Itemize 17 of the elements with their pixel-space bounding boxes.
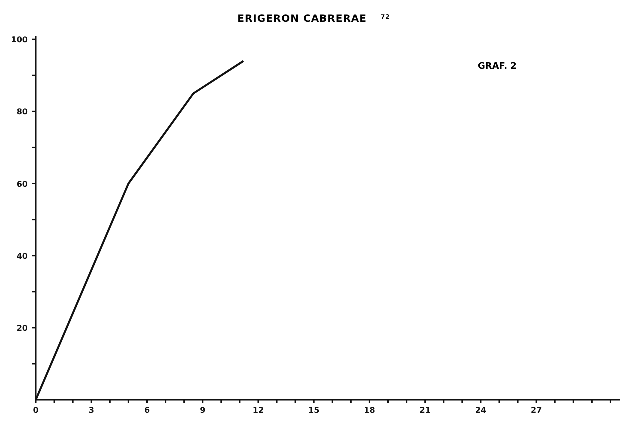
y-tick-label: 100 xyxy=(11,36,28,45)
x-tick-label: 6 xyxy=(144,406,150,415)
annotation: GRAF. 2 xyxy=(478,62,517,72)
x-tick-label: 0 xyxy=(33,406,40,415)
x-tick-label: 18 xyxy=(364,406,376,415)
x-tick-label: 12 xyxy=(252,406,264,415)
x-tick-label: 3 xyxy=(88,406,94,415)
y-tick-label: 40 xyxy=(16,252,28,261)
x-tick-label: 9 xyxy=(200,406,206,415)
y-tick-label: 80 xyxy=(16,108,28,117)
x-tick-label: 24 xyxy=(475,406,487,415)
y-tick-label: 60 xyxy=(16,180,28,189)
x-tick-label: 21 xyxy=(420,406,432,415)
x-tick-label: 15 xyxy=(308,406,320,415)
chart-title: ERIGERON CABRERAE xyxy=(238,14,367,25)
y-tick-label: 20 xyxy=(16,324,28,333)
x-tick-label: 27 xyxy=(531,406,542,415)
